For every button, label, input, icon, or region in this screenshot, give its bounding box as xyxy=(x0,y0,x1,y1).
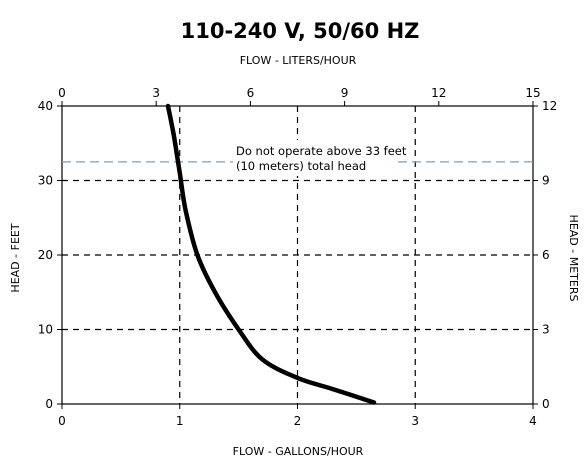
x-top-tick-label: 6 xyxy=(247,86,255,100)
x-bottom-tick-label: 1 xyxy=(176,414,184,428)
y-left-tick-label: 0 xyxy=(45,397,53,411)
annotation-background xyxy=(233,140,393,176)
y-right-tick-label: 3 xyxy=(542,323,550,337)
x-bottom-tick-label: 2 xyxy=(294,414,302,428)
y-left-tick-label: 30 xyxy=(38,174,53,188)
x-bottom-tick-label: 0 xyxy=(58,414,66,428)
x-top-tick-label: 3 xyxy=(152,86,160,100)
x-axis-bottom-label: FLOW - GALLONS/HOUR xyxy=(233,445,364,458)
annotation-line-2: (10 meters) total head xyxy=(236,159,366,173)
x-top-tick-label: 9 xyxy=(341,86,349,100)
y-left-tick-label: 10 xyxy=(38,323,53,337)
y-right-tick-label: 12 xyxy=(542,99,557,113)
chart-title: 110-240 V, 50/60 HZ xyxy=(181,19,420,43)
axis-ticks xyxy=(57,101,538,409)
x-top-tick-label: 12 xyxy=(431,86,446,100)
y-right-tick-label: 9 xyxy=(542,174,550,188)
performance-curve xyxy=(165,103,377,405)
x-top-tick-label: 15 xyxy=(525,86,540,100)
x-axis-top-label: FLOW - LITERS/HOUR xyxy=(240,54,357,67)
y-left-tick-label: 20 xyxy=(38,248,53,262)
y-left-tick-label: 40 xyxy=(38,99,53,113)
x-top-tick-label: 0 xyxy=(58,86,66,100)
x-bottom-tick-label: 3 xyxy=(411,414,419,428)
y-right-tick-label: 0 xyxy=(542,397,550,411)
annotation-line-1: Do not operate above 33 feet xyxy=(236,144,407,158)
y-right-tick-label: 6 xyxy=(542,248,550,262)
x-bottom-tick-label: 4 xyxy=(529,414,537,428)
y-axis-right-label: HEAD - METERS xyxy=(567,215,580,302)
y-axis-left-label: HEAD - FEET xyxy=(9,223,22,292)
